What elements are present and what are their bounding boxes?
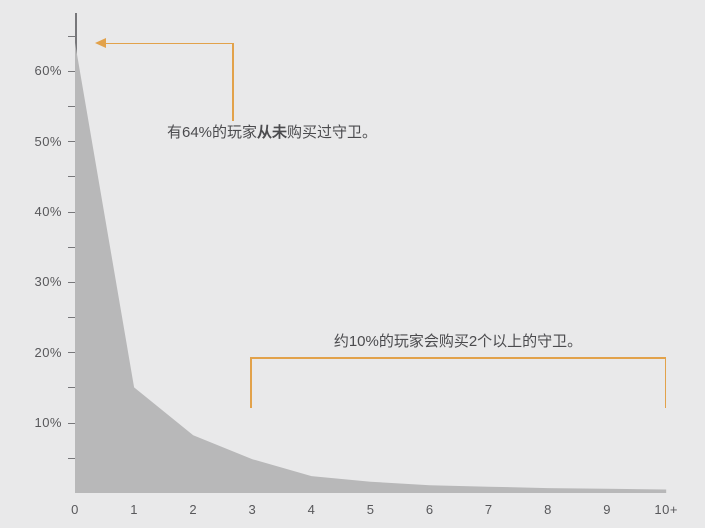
x-tick-label: 1 — [130, 502, 138, 517]
annotation-never-bought-prefix: 有64%的玩家 — [167, 124, 258, 141]
y-axis-tick — [68, 281, 76, 283]
area-series-svg — [75, 42, 667, 493]
annotation-never-bought-bold: 从未 — [257, 124, 288, 141]
annotation-never-bought-text: 有64%的玩家从未购买过守卫。 — [167, 124, 377, 142]
y-axis-tick — [68, 352, 76, 354]
area-polygon — [75, 42, 667, 493]
y-axis-tick — [68, 317, 76, 318]
y-tick-label: 20% — [34, 344, 62, 360]
y-axis-tick — [68, 105, 76, 107]
x-tick-label: 3 — [248, 502, 257, 517]
y-axis-tick — [68, 246, 76, 248]
y-tick-label: 30% — [34, 274, 62, 290]
y-axis-tick — [68, 422, 76, 424]
y-axis-tick — [68, 387, 76, 389]
y-axis-tick — [68, 211, 76, 213]
y-tick-label: 10% — [34, 415, 62, 431]
x-tick-label: 6 — [425, 502, 434, 517]
annotation-never-bought-suffix: 购买过守卫。 — [287, 124, 378, 141]
bracket-right-line — [664, 357, 666, 408]
x-tick-label: 9 — [603, 502, 611, 517]
y-axis-tick — [68, 176, 76, 178]
bracket-top-line — [250, 357, 666, 359]
x-tick-label: 7 — [484, 502, 493, 517]
y-tick-label: 60% — [34, 63, 62, 79]
y-axis-tick — [68, 457, 76, 459]
arrow-left-icon — [95, 38, 106, 48]
x-tick-label: 2 — [189, 502, 198, 517]
annotation-arrow-line-horizontal — [104, 42, 233, 44]
y-tick-label: 50% — [34, 133, 62, 149]
x-tick-label: 0 — [71, 502, 79, 517]
bracket-left-line — [250, 357, 252, 408]
x-tick-label: 4 — [307, 502, 316, 517]
y-axis-tick — [68, 35, 76, 37]
y-axis-tick — [68, 141, 76, 143]
x-tick-label: 8 — [544, 502, 552, 517]
annotation-arrow-line-vertical — [232, 42, 234, 121]
annotation-two-plus-text: 约10%的玩家会购买2个以上的守卫。 — [333, 333, 583, 350]
y-axis-tick — [68, 70, 76, 72]
x-tick-label: 10+ — [654, 502, 678, 517]
x-tick-label: 5 — [366, 502, 375, 517]
y-tick-label: 40% — [34, 204, 62, 219]
